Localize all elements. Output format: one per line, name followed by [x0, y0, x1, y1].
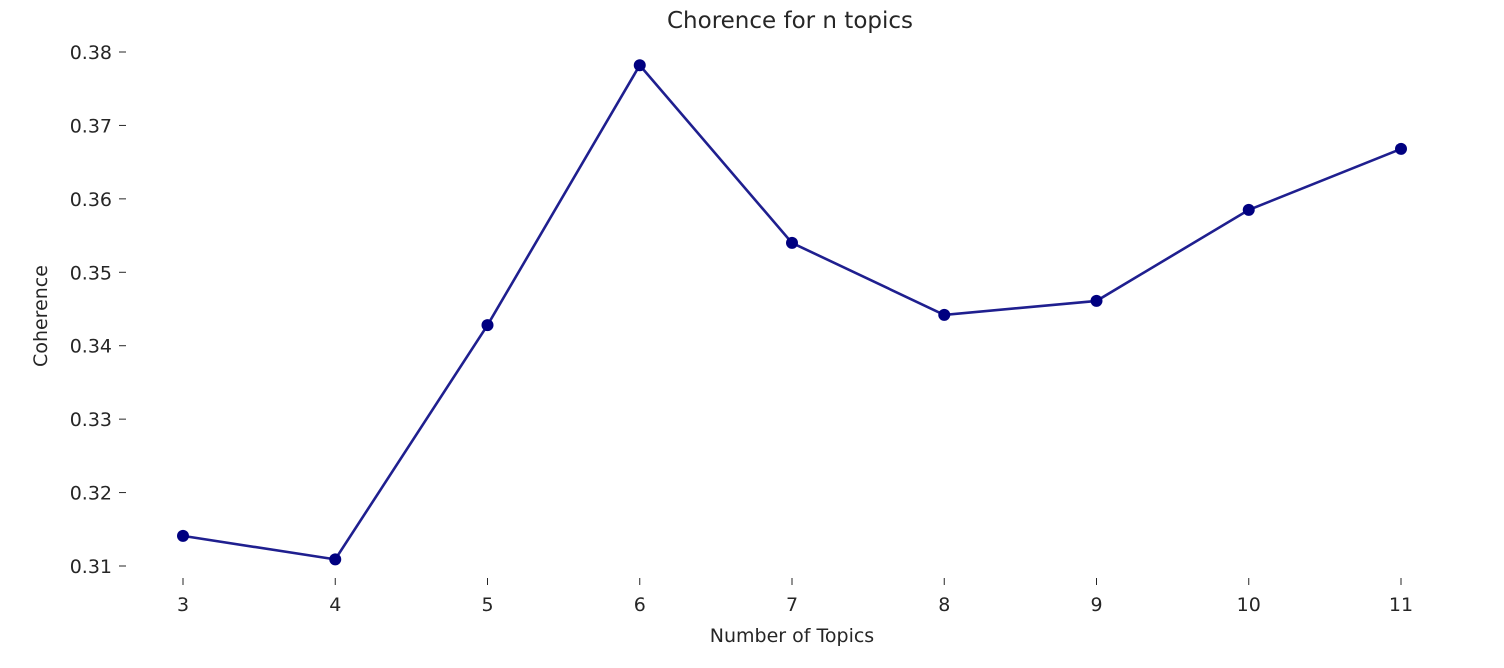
x-tick-label: 7: [786, 594, 798, 616]
series-line: [182, 62, 1402, 561]
x-axis: 3 4 5 6 7 8 9 10 11: [177, 578, 1413, 616]
y-axis-label: Coherence: [30, 265, 52, 367]
y-tick-label: 0.35: [70, 262, 112, 284]
data-point: [177, 529, 189, 542]
x-tick-label: 6: [634, 594, 646, 616]
data-point: [1090, 294, 1103, 307]
data-point: [481, 319, 494, 332]
x-tick-label: 5: [481, 594, 493, 616]
data-point: [786, 236, 798, 249]
y-tick-label: 0.32: [70, 483, 112, 505]
x-tick-label: 10: [1237, 594, 1261, 616]
y-tick-label: 0.36: [70, 189, 112, 211]
x-tick-label: 4: [329, 594, 341, 616]
y-tick-label: 0.34: [70, 336, 112, 358]
x-tick-label: 11: [1389, 594, 1413, 616]
x-tick-label: 9: [1090, 594, 1102, 616]
x-tick-label: 3: [177, 594, 189, 616]
x-axis-label: Number of Topics: [710, 625, 874, 647]
data-point: [633, 59, 646, 72]
y-tick-label: 0.37: [70, 115, 112, 137]
data-point: [938, 308, 951, 321]
chart-title: Chorence for n topics: [667, 8, 913, 34]
data-point: [1242, 203, 1255, 216]
y-axis: 0.31 0.32 0.33 0.34 0.35 0.36 0.37 0.38: [70, 42, 126, 578]
series-group: [177, 59, 1407, 566]
y-tick-label: 0.38: [70, 42, 112, 64]
y-tick-label: 0.33: [70, 409, 112, 431]
y-tick-label: 0.31: [70, 556, 112, 578]
data-point: [1395, 142, 1407, 155]
x-tick-label: 8: [938, 594, 950, 616]
data-point: [329, 553, 342, 566]
